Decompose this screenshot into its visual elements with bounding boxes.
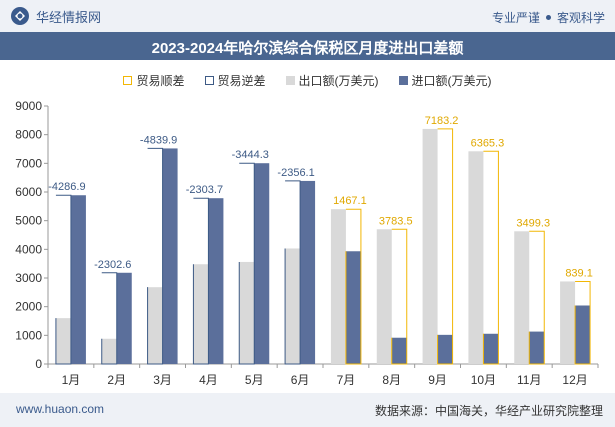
legend-swatch-export xyxy=(285,76,295,85)
balance-data-label: -2356.1 xyxy=(277,167,314,179)
logo-icon xyxy=(11,7,29,25)
bullet-icon xyxy=(545,15,551,20)
x-tick-label: 7月 xyxy=(337,373,356,387)
export-bar[interactable] xyxy=(514,231,530,364)
tagline: 专业严谨 客观科学 xyxy=(492,9,605,26)
tagline-right: 客观科学 xyxy=(556,11,605,25)
title-bar: 2023-2024年哈尔滨综合保税区月度进出口差额 xyxy=(0,32,615,60)
deficit-outline xyxy=(238,162,255,365)
import-bar[interactable] xyxy=(529,331,545,364)
import-bar[interactable] xyxy=(208,198,224,364)
import-bar[interactable] xyxy=(391,337,407,364)
deficit-outline xyxy=(101,272,118,365)
surplus-outline xyxy=(345,208,362,365)
surplus-outline xyxy=(391,228,408,365)
x-tick-label: 11月 xyxy=(517,373,541,387)
legend-item-surplus[interactable]: 贸易顺差 xyxy=(123,72,185,89)
balance-data-label: -4839.9 xyxy=(140,134,177,146)
y-tick-label: 7000 xyxy=(15,156,42,170)
top-bar: 华经情报网 专业严谨 客观科学 xyxy=(0,0,615,32)
deficit-outline xyxy=(147,147,164,365)
legend-item-export[interactable]: 出口额(万美元) xyxy=(285,72,379,89)
export-bar[interactable] xyxy=(468,151,484,364)
footer-url[interactable]: www.huaon.com xyxy=(16,402,105,416)
x-tick-label: 5月 xyxy=(245,373,264,387)
balance-data-label: -4286.9 xyxy=(48,181,85,193)
legend-item-deficit[interactable]: 贸易逆差 xyxy=(204,72,266,89)
export-bar[interactable] xyxy=(422,128,438,364)
y-tick-label: 4000 xyxy=(15,242,42,256)
surplus-outline xyxy=(482,150,499,365)
x-tick-label: 9月 xyxy=(428,373,447,387)
deficit-outline xyxy=(55,194,72,365)
brand[interactable]: 华经情报网 xyxy=(10,6,101,26)
brand-name: 华经情报网 xyxy=(36,9,102,25)
export-bar[interactable] xyxy=(55,318,71,364)
tagline-left: 专业严谨 xyxy=(491,11,540,25)
surplus-outline xyxy=(528,230,545,365)
footer: www.huaon.com 数据来源：中国海关，华经产业研究院整理 xyxy=(0,393,615,427)
y-tick-label: 6000 xyxy=(15,185,42,199)
legend-label-deficit: 贸易逆差 xyxy=(217,74,266,88)
import-bar[interactable] xyxy=(437,334,453,364)
legend-item-import[interactable]: 进口额(万美元) xyxy=(398,72,492,89)
legend-swatch-deficit xyxy=(204,76,214,85)
chart-legend: 贸易顺差 贸易逆差 出口额(万美元) 进口额(万美元) xyxy=(0,72,615,89)
legend-label-surplus: 贸易顺差 xyxy=(136,74,185,88)
export-bar[interactable] xyxy=(239,261,255,364)
x-tick-label: 6月 xyxy=(291,373,310,387)
x-tick-label: 2月 xyxy=(107,373,126,387)
export-bar[interactable] xyxy=(147,287,163,364)
y-tick-label: 0 xyxy=(35,357,42,371)
y-tick-label: 5000 xyxy=(15,214,42,228)
y-tick-label: 3000 xyxy=(15,271,42,285)
balance-data-label: 3783.5 xyxy=(379,215,413,227)
import-bar[interactable] xyxy=(345,251,361,364)
y-tick-label: 2000 xyxy=(15,300,42,314)
import-bar[interactable] xyxy=(116,272,132,364)
balance-data-label: -3444.3 xyxy=(232,149,269,161)
export-bar[interactable] xyxy=(376,229,392,364)
balance-data-label: -2303.7 xyxy=(186,184,223,196)
legend-label-export: 出口额(万美元) xyxy=(298,74,379,88)
y-tick-label: 1000 xyxy=(15,328,42,342)
bar-chart: 0 1000 2000 3000 4000 5000 6000 7000 8000 9000 -42… xyxy=(15,99,599,387)
deficit-outline xyxy=(192,197,209,365)
import-bar[interactable] xyxy=(254,163,270,364)
import-bar[interactable] xyxy=(575,305,591,364)
import-bar[interactable] xyxy=(162,148,178,364)
legend-swatch-import xyxy=(398,76,408,85)
export-bar[interactable] xyxy=(193,264,209,364)
export-bar[interactable] xyxy=(285,248,301,364)
x-tick-label: 12月 xyxy=(562,373,587,387)
import-bar[interactable] xyxy=(70,195,86,364)
x-tick-label: 4月 xyxy=(199,373,218,387)
surplus-outline xyxy=(437,128,454,365)
balance-data-label: 7183.2 xyxy=(425,115,459,127)
x-tick-label: 8月 xyxy=(382,373,401,387)
import-bar[interactable] xyxy=(300,180,316,364)
footer-source: 数据来源：中国海关，华经产业研究院整理 xyxy=(374,404,603,418)
export-bar[interactable] xyxy=(330,209,346,364)
balance-data-label: -2302.6 xyxy=(94,259,131,271)
balance-data-label: 839.1 xyxy=(565,267,593,279)
surplus-outline xyxy=(574,280,591,365)
x-tick-label: 1月 xyxy=(62,373,81,387)
export-bar[interactable] xyxy=(560,281,576,364)
x-tick-label: 3月 xyxy=(153,373,172,387)
legend-swatch-surplus xyxy=(123,76,133,85)
import-bar[interactable] xyxy=(483,333,499,364)
balance-data-label: 1467.1 xyxy=(333,195,367,207)
y-tick-label: 8000 xyxy=(15,128,42,142)
y-tick-label: 9000 xyxy=(15,99,42,113)
balance-data-label: 6365.3 xyxy=(471,137,505,149)
export-bar[interactable] xyxy=(101,338,117,364)
chart-title: 2023-2024年哈尔滨综合保税区月度进出口差额 xyxy=(151,40,464,57)
deficit-outline xyxy=(284,180,301,365)
x-tick-label: 10月 xyxy=(471,373,496,387)
legend-label-import: 进口额(万美元) xyxy=(411,74,492,88)
balance-data-label: 3499.3 xyxy=(516,217,550,229)
